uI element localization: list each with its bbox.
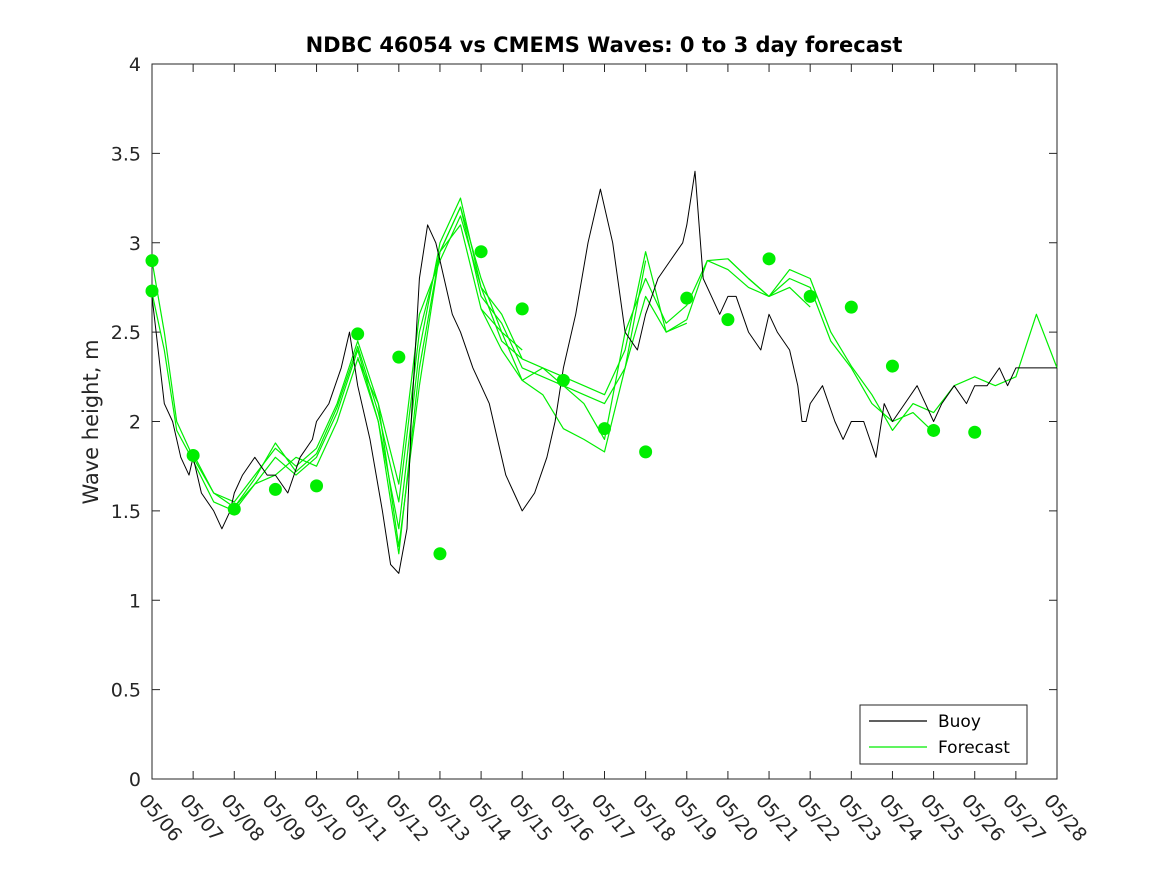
forecast-line bbox=[233, 215, 688, 508]
forecast-marker bbox=[474, 245, 488, 259]
forecast-marker bbox=[433, 547, 447, 561]
forecast-marker bbox=[186, 448, 200, 462]
forecast-marker bbox=[351, 327, 365, 341]
forecast-marker bbox=[680, 291, 694, 305]
forecast-marker bbox=[227, 502, 241, 516]
y-tick-label: 2.5 bbox=[111, 322, 141, 344]
forecast-marker bbox=[762, 252, 776, 266]
forecast-marker bbox=[268, 482, 282, 496]
forecast-marker bbox=[556, 373, 570, 387]
y-tick-label: 1 bbox=[129, 590, 141, 612]
forecast-line bbox=[151, 197, 523, 530]
forecast-marker bbox=[968, 425, 982, 439]
forecast-line bbox=[727, 258, 1058, 431]
forecast-marker bbox=[145, 284, 159, 298]
forecast-marker bbox=[721, 313, 735, 327]
forecast-marker bbox=[145, 254, 159, 268]
y-tick-label: 0.5 bbox=[111, 680, 141, 702]
y-tick-label: 0 bbox=[129, 769, 141, 791]
forecast-marker bbox=[844, 300, 858, 314]
y-tick-label: 4 bbox=[129, 54, 141, 76]
buoy-line bbox=[151, 170, 1057, 574]
forecast-marker bbox=[927, 423, 941, 437]
forecast-marker bbox=[885, 359, 899, 373]
chart-title: NDBC 46054 vs CMEMS Waves: 0 to 3 day fo… bbox=[306, 33, 903, 57]
y-tick-label: 3 bbox=[129, 233, 141, 255]
y-axis-label: Wave height, m bbox=[79, 339, 103, 504]
forecast-marker bbox=[310, 479, 324, 493]
y-tick-label: 2 bbox=[129, 412, 141, 434]
forecast-marker bbox=[803, 289, 817, 303]
forecast-line bbox=[480, 260, 935, 440]
forecast-marker bbox=[392, 350, 406, 364]
y-tick-label: 3.5 bbox=[111, 143, 141, 165]
forecast-line bbox=[192, 206, 647, 508]
legend-buoy-label: Buoy bbox=[938, 712, 981, 732]
y-tick-label: 1.5 bbox=[111, 501, 141, 523]
forecast-marker bbox=[639, 445, 653, 459]
forecast-marker bbox=[515, 302, 529, 316]
forecast-marker bbox=[598, 422, 611, 436]
legend: Buoy Forecast bbox=[859, 704, 1028, 765]
legend-forecast-label: Forecast bbox=[938, 738, 1010, 758]
legend-box bbox=[859, 704, 1028, 765]
